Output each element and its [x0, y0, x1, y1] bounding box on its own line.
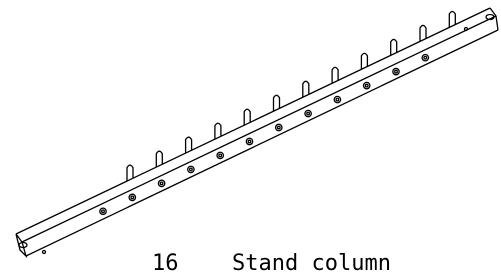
hole: [100, 208, 106, 214]
pin-hole: [465, 28, 468, 31]
part-name: Stand column: [232, 251, 391, 276]
hole-inner: [190, 168, 193, 171]
hole: [129, 194, 135, 200]
edge: [16, 8, 490, 234]
hole: [393, 68, 399, 74]
hole-inner: [102, 210, 105, 213]
hole: [217, 152, 223, 158]
hole: [305, 110, 311, 116]
hole-inner: [248, 140, 251, 143]
hole: [334, 96, 340, 102]
hole-inner: [160, 182, 163, 185]
part-number: 16: [152, 251, 179, 276]
hole-inner: [365, 84, 368, 87]
hole-inner: [219, 154, 222, 157]
hole-inner: [395, 70, 398, 73]
hole: [158, 180, 164, 186]
hole: [246, 138, 252, 144]
drawing: 16 Stand column: [0, 0, 501, 280]
hole: [422, 54, 428, 60]
stand-column-drawing: [16, 8, 498, 256]
hole-inner: [424, 56, 427, 59]
hole: [188, 166, 194, 172]
end-left: [16, 234, 26, 256]
hole-inner: [307, 112, 310, 115]
hole: [364, 82, 370, 88]
hole-inner: [278, 126, 281, 129]
edge: [26, 30, 498, 256]
pin-hole: [43, 251, 46, 254]
hole: [276, 124, 282, 130]
edge: [22, 16, 496, 242]
hole-inner: [131, 196, 134, 199]
hole-inner: [336, 98, 339, 101]
